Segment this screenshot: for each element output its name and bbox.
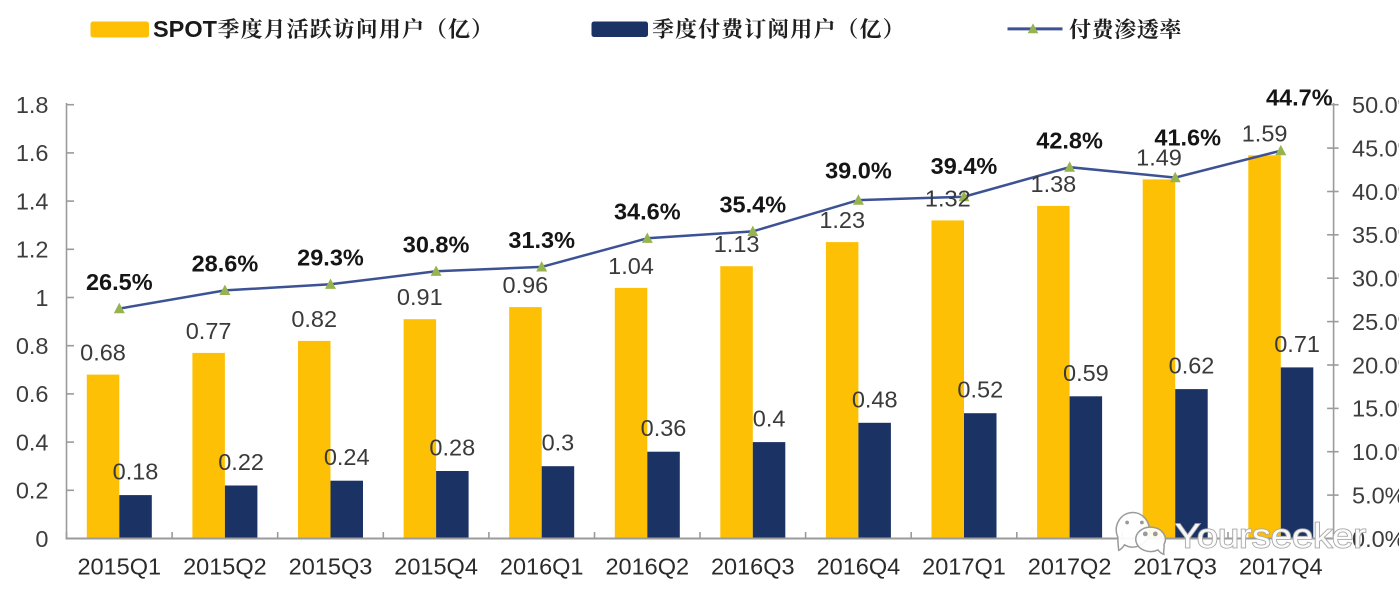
svg-text:44.7%: 44.7% [1266, 84, 1333, 110]
svg-text:1.13: 1.13 [714, 231, 760, 257]
svg-text:35.4%: 35.4% [719, 192, 786, 218]
svg-text:40.0%: 40.0% [1352, 179, 1399, 205]
svg-text:39.4%: 39.4% [931, 153, 998, 179]
svg-text:0.18: 0.18 [113, 459, 159, 485]
svg-text:0.59: 0.59 [1063, 360, 1109, 386]
svg-text:2016Q4: 2016Q4 [817, 553, 901, 579]
svg-text:0.22: 0.22 [218, 449, 264, 475]
svg-text:0.52: 0.52 [957, 377, 1003, 403]
svg-text:0: 0 [35, 526, 48, 552]
svg-text:0.2: 0.2 [16, 478, 49, 504]
svg-text:29.3%: 29.3% [297, 245, 364, 271]
svg-text:2015Q2: 2015Q2 [183, 553, 267, 579]
svg-text:0.8: 0.8 [16, 333, 49, 359]
svg-text:0.4: 0.4 [16, 429, 49, 455]
svg-text:2017Q1: 2017Q1 [922, 553, 1006, 579]
svg-text:1.6: 1.6 [16, 140, 49, 166]
svg-text:Yourseeker: Yourseeker [1175, 518, 1366, 556]
svg-text:2016Q2: 2016Q2 [605, 553, 689, 579]
svg-text:15.0%: 15.0% [1352, 396, 1399, 422]
svg-text:1.04: 1.04 [608, 253, 654, 279]
svg-text:2015Q4: 2015Q4 [394, 553, 478, 579]
svg-text:1.8: 1.8 [16, 92, 49, 118]
svg-text:28.6%: 28.6% [192, 251, 259, 277]
svg-text:0.96: 0.96 [503, 272, 549, 298]
svg-text:0.28: 0.28 [429, 435, 475, 461]
svg-text:31.3%: 31.3% [508, 227, 575, 253]
svg-text:2016Q3: 2016Q3 [711, 553, 795, 579]
svg-text:34.6%: 34.6% [614, 199, 681, 225]
svg-text:30.8%: 30.8% [403, 232, 470, 258]
svg-text:0.68: 0.68 [80, 340, 126, 366]
svg-text:2015Q1: 2015Q1 [77, 553, 161, 579]
svg-text:10.0%: 10.0% [1352, 439, 1399, 465]
svg-text:0.91: 0.91 [397, 284, 443, 310]
svg-text:1.49: 1.49 [1136, 144, 1182, 170]
svg-text:0.82: 0.82 [291, 306, 337, 332]
svg-text:0.71: 0.71 [1274, 331, 1320, 357]
svg-text:26.5%: 26.5% [86, 269, 153, 295]
svg-text:0.4: 0.4 [753, 406, 786, 432]
svg-text:2015Q3: 2015Q3 [289, 553, 373, 579]
svg-text:42.8%: 42.8% [1036, 128, 1103, 154]
svg-text:1.23: 1.23 [819, 207, 865, 233]
svg-text:1.38: 1.38 [1031, 171, 1077, 197]
svg-text:1.32: 1.32 [925, 185, 971, 211]
svg-text:30.0%: 30.0% [1352, 266, 1399, 292]
svg-text:5.0%: 5.0% [1352, 482, 1399, 508]
svg-text:45.0%: 45.0% [1352, 135, 1399, 161]
svg-text:25.0%: 25.0% [1352, 309, 1399, 335]
svg-text:0.36: 0.36 [641, 415, 687, 441]
svg-text:20.0%: 20.0% [1352, 352, 1399, 378]
svg-text:2016Q1: 2016Q1 [500, 553, 584, 579]
svg-text:2017Q3: 2017Q3 [1133, 553, 1217, 579]
svg-text:50.0%: 50.0% [1352, 92, 1399, 118]
svg-text:0.0%: 0.0% [1352, 526, 1399, 552]
svg-text:1: 1 [35, 285, 48, 311]
svg-text:2017Q2: 2017Q2 [1028, 553, 1112, 579]
svg-text:0.3: 0.3 [542, 430, 575, 456]
svg-text:1.2: 1.2 [16, 237, 49, 263]
svg-text:39.0%: 39.0% [825, 157, 892, 183]
svg-text:0.6: 0.6 [16, 381, 49, 407]
svg-text:2017Q4: 2017Q4 [1239, 553, 1323, 579]
svg-text:35.0%: 35.0% [1352, 222, 1399, 248]
svg-text:0.62: 0.62 [1169, 353, 1215, 379]
svg-text:0.48: 0.48 [852, 386, 898, 412]
svg-text:1.4: 1.4 [16, 188, 49, 214]
svg-text:0.77: 0.77 [186, 318, 232, 344]
svg-text:1.59: 1.59 [1242, 120, 1288, 146]
svg-text:SPOT: SPOT [153, 16, 218, 42]
svg-text:0.24: 0.24 [324, 444, 370, 470]
svg-text:41.6%: 41.6% [1154, 124, 1221, 150]
